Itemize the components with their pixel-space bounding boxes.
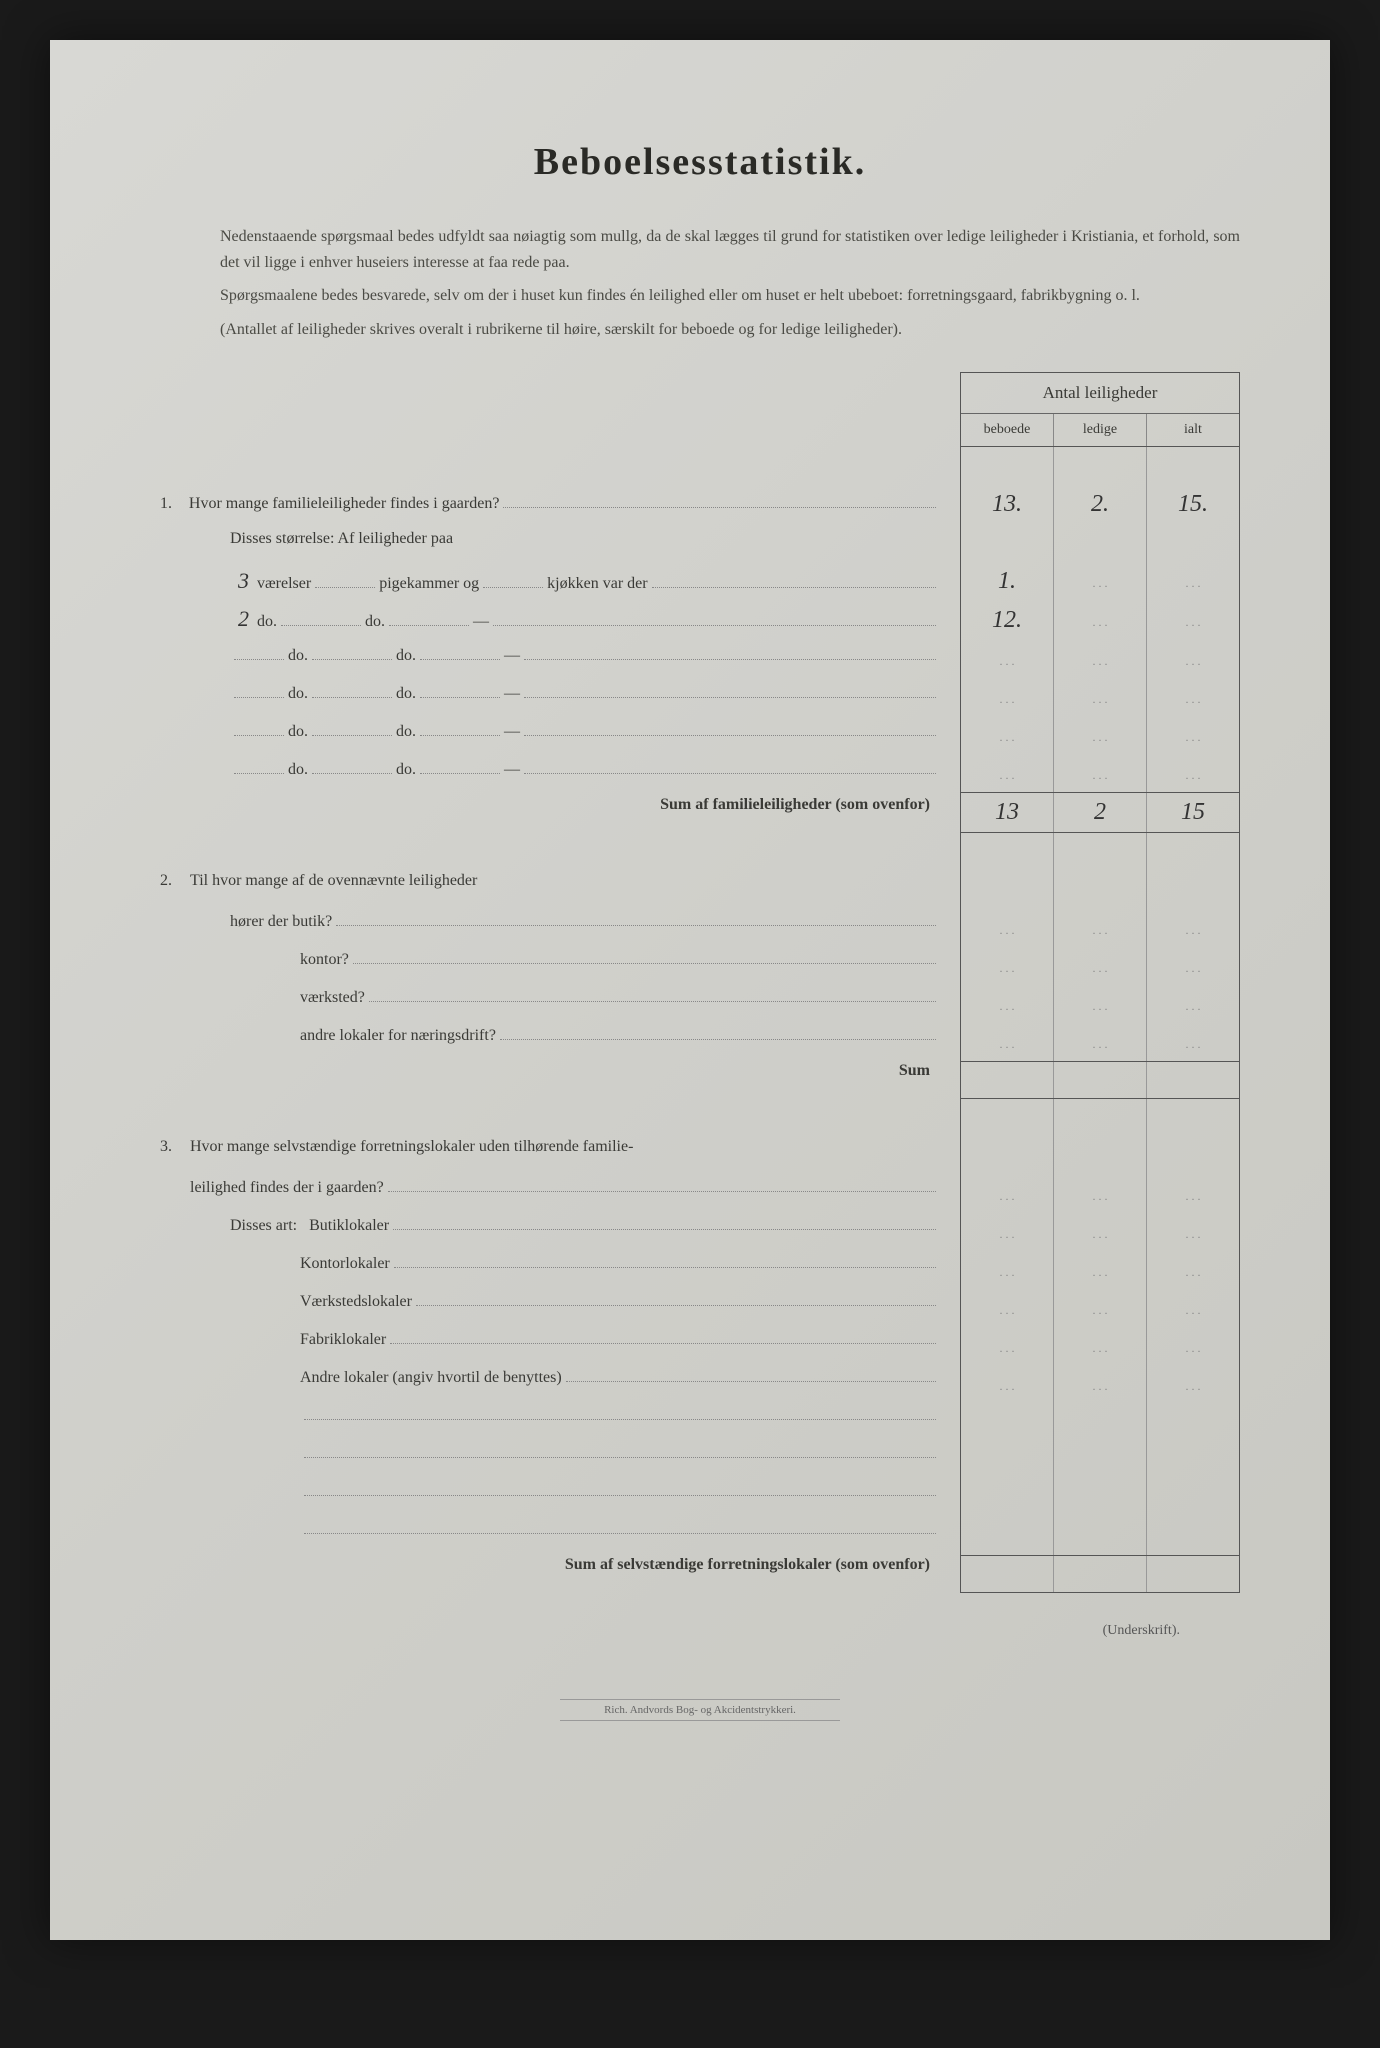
q3-vaerksted: Værkstedslokaler [160,1284,940,1322]
q3-row: 3. Hvor mange selvstændige forretningslo… [160,1132,940,1170]
q3-disses: Disses art: Butiklokaler [160,1208,940,1246]
content-area: 1. Hvor mange familieleiligheder findes … [160,372,1240,1593]
q3-blank-2 [160,1436,940,1474]
q3-sum-label: Sum af selvstændige forretningslokaler (… [160,1550,940,1588]
q2-sum-label: Sum [160,1056,940,1094]
col-ledige: ledige [1054,414,1147,446]
q1-size-row-3: do. do. — [160,638,940,676]
table-header: Antal leiligheder beboede ledige ialt [960,372,1240,447]
table-column: Antal leiligheder beboede ledige ialt 13… [960,372,1240,1593]
intro-paragraph-1: Nedenstaaende spørgsmaal bedes udfyldt s… [160,224,1240,275]
q2-kontor: kontor? [160,942,940,980]
col-beboede: beboede [961,414,1054,446]
document-page: Beboelsesstatistik. Nedenstaaende spørgs… [50,40,1330,1940]
page-title: Beboelsesstatistik. [160,140,1240,184]
q1-sum-values: 13 2 15 [960,792,1240,833]
printer-footer: Rich. Andvords Bog- og Akcidentstrykkeri… [560,1699,840,1721]
q2-andre: andre lokaler for næringsdrift? [160,1018,940,1056]
intro-paragraph-2: Spørgsmaalene bedes besvarede, selv om d… [160,283,1240,309]
signature-label: (Underskrift). [160,1623,1240,1639]
q1-size-row-2: 2 do. do. — [160,600,940,638]
q3-blank-4 [160,1512,940,1550]
q3-blank-3 [160,1474,940,1512]
q3-blank-1 [160,1398,940,1436]
q1-size-row-4: do. do. — [160,676,940,714]
q2-butik: hører der butik? [160,904,940,942]
q1-r2-values: 12. . . . . . . [960,601,1240,640]
q2-vaerksted: værksted? [160,980,940,1018]
col-ialt: ialt [1147,414,1239,446]
q3-andre: Andre lokaler (angiv hvortil de benyttes… [160,1360,940,1398]
q3-row-2: leilighed findes der i gaarden? [160,1170,940,1208]
q1-size-row-6: do. do. — [160,752,940,790]
intro-paragraph-3: (Antallet af leiligheder skrives overalt… [160,317,1240,343]
q3-kontor: Kontorlokaler [160,1246,940,1284]
q3-fabrik: Fabriklokaler [160,1322,940,1360]
questions-column: 1. Hvor mange familieleiligheder findes … [160,372,960,1593]
q1-row: 1. Hvor mange familieleiligheder findes … [160,486,940,524]
q1-size-row-5: do. do. — [160,714,940,752]
q1-r1-values: 1. . . . . . . [960,562,1240,601]
q2-row: 2. Til hvor mange af de ovennævnte leili… [160,866,940,904]
q1-values: 13. 2. 15. [960,485,1240,524]
q1-sum-label: Sum af familieleiligheder (som ovenfor) [160,790,940,828]
q1-disses: Disses størrelse: Af leiligheder paa [160,524,940,562]
q1-size-row-1: 3 værelser pigekammer og kjøkken var der [160,562,940,600]
